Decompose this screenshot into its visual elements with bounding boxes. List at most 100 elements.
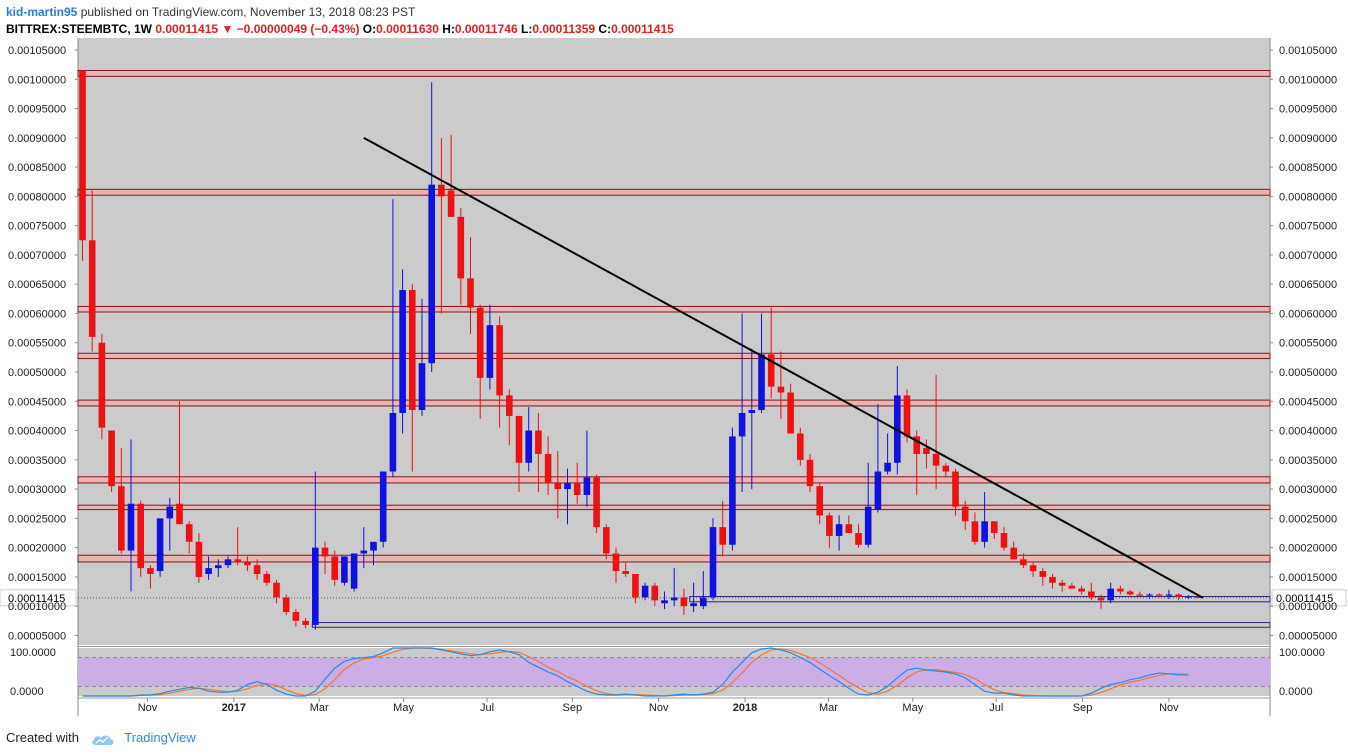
candle-body: [651, 585, 659, 601]
candle-body: [1010, 547, 1017, 560]
trendline-group[interactable]: [363, 136, 1204, 599]
last-price-tag-left: [0, 589, 77, 607]
candle-body: [244, 562, 251, 566]
y-tick-label-right: 0.00035000: [1279, 455, 1337, 467]
candle-body: [1146, 594, 1153, 596]
author-link[interactable]: kid-martin95: [6, 5, 78, 19]
chart-background: [0, 38, 1348, 716]
candle-body: [1049, 576, 1056, 583]
candle-body: [1175, 594, 1182, 597]
candle-body: [1185, 596, 1192, 598]
candle: [564, 468, 571, 525]
candle: [506, 389, 513, 446]
candle-body: [1165, 594, 1173, 596]
candle-body: [952, 471, 959, 507]
candle-body: [312, 547, 319, 625]
y-tick-label-right: 0.00095000: [1279, 104, 1337, 116]
candle-body: [816, 486, 823, 516]
osc-label-left-top: 100.0000: [10, 647, 56, 659]
candle-body: [215, 565, 222, 569]
high-label: H:: [442, 22, 455, 36]
candle: [302, 617, 309, 629]
close-value: 0.00011415: [611, 22, 674, 36]
candle-body: [467, 278, 474, 308]
candle: [253, 559, 261, 580]
candle-body: [991, 521, 998, 534]
candle-body: [379, 471, 387, 542]
y-tick-label-right: 0.00020000: [1279, 543, 1337, 555]
y-tick-label-right: 0.00055000: [1279, 338, 1337, 350]
x-tick-label: Sep: [1073, 702, 1093, 714]
candle: [661, 591, 668, 610]
y-tick-label-left: 0.00035000: [8, 455, 66, 467]
candle-body: [515, 415, 523, 463]
x-tick-label: Mar: [310, 702, 329, 714]
candle: [583, 430, 591, 507]
candle-body: [1000, 533, 1008, 548]
candle-body: [748, 410, 756, 413]
y-tick-label-right: 0.00070000: [1279, 250, 1337, 262]
symbol-name[interactable]: BITTREX:STEEMBTC, 1W: [6, 22, 152, 36]
candle: [350, 553, 358, 592]
resistance-zone: [77, 305, 1271, 313]
candle-body: [884, 462, 891, 472]
candle-body: [1029, 565, 1037, 572]
candle-body: [1068, 585, 1076, 589]
candle: [923, 439, 930, 469]
y-tick-label-right: 0.00030000: [1279, 484, 1337, 496]
candle-body: [855, 533, 862, 545]
tradingview-brand[interactable]: TradingView: [124, 730, 196, 745]
y-tick-label-right: 0.00085000: [1279, 162, 1337, 174]
candle: [486, 304, 494, 390]
candle: [1175, 593, 1182, 601]
candle: [1010, 541, 1017, 560]
candle: [273, 579, 280, 604]
down-arrow-icon: ▼: [221, 22, 234, 36]
candle-body: [835, 524, 843, 536]
last-price-label-right: 0.00011415: [1276, 593, 1333, 605]
candle: [612, 547, 620, 583]
candle-body: [506, 395, 513, 416]
candle-body: [224, 559, 232, 566]
candle: [1039, 568, 1047, 586]
stochastic-oscillator: 100.0000 100.0000 0.0000 0.0000: [10, 647, 1325, 698]
candle: [1165, 589, 1173, 600]
candle-body: [1058, 582, 1066, 586]
candle: [1185, 595, 1192, 600]
oscillator-d-line: [82, 647, 1189, 697]
candle-body: [535, 430, 542, 454]
x-tick-label: Nov: [1159, 702, 1179, 714]
x-tick-label: 2017: [222, 702, 246, 714]
candle: [961, 500, 969, 531]
candle: [312, 471, 319, 630]
candle-body: [864, 506, 872, 545]
candle: [680, 588, 688, 615]
publish-info: published on TradingView.com, November 1…: [80, 5, 416, 19]
y-tick-label-left: 0.00025000: [8, 513, 66, 525]
price-pane-bg: [78, 38, 1270, 645]
y-tick-label-right: 0.00025000: [1279, 513, 1337, 525]
candle: [370, 541, 377, 566]
candle: [622, 562, 629, 577]
resistance-zone: [77, 399, 1271, 407]
candle: [845, 515, 853, 534]
candle: [670, 568, 678, 607]
candle: [991, 521, 998, 539]
y-tick-label-right: 0.00050000: [1279, 367, 1337, 379]
candle: [1117, 585, 1124, 595]
candle-body: [1078, 588, 1085, 592]
candle-body: [661, 600, 668, 604]
candle-body: [253, 565, 261, 574]
resistance-zone: [77, 188, 1271, 196]
candle-body: [370, 541, 377, 551]
price-chart[interactable]: 0.00011415 0.00011415 100.0000 100.00000.0…: [0, 0, 1348, 720]
candle: [137, 500, 144, 577]
candle: [864, 462, 872, 548]
candle-body: [137, 503, 144, 569]
last-price-label-left: 0.00011415: [8, 593, 65, 605]
low-label: L:: [520, 22, 533, 36]
y-tick-label-left: 0.00065000: [8, 279, 66, 291]
candle-body: [894, 395, 901, 463]
candle-body: [767, 354, 775, 387]
y-tick-label-right: 0.00010000: [1279, 601, 1337, 613]
